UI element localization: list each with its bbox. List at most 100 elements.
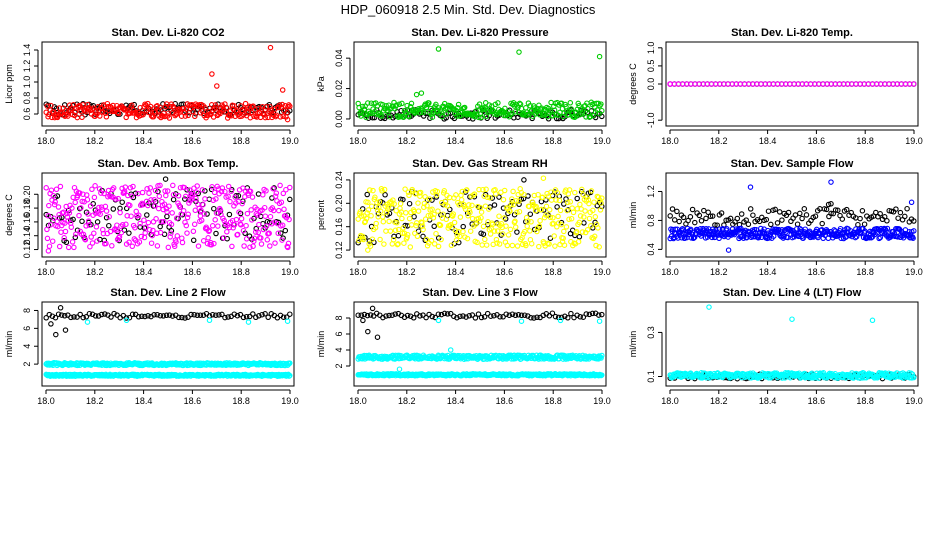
data-point: [442, 201, 448, 208]
x-tick-label: 19.0: [905, 396, 923, 406]
data-point: [117, 209, 123, 216]
data-point: [54, 218, 60, 225]
data-point: [379, 214, 386, 220]
data-point: [441, 188, 448, 194]
data-point: [667, 81, 673, 87]
data-point: [478, 314, 485, 321]
plot-frame: [353, 41, 607, 127]
y-tick-label: 0.0: [646, 78, 656, 91]
data-point: [453, 192, 459, 198]
data-point: [359, 233, 366, 240]
x-tick-label: 18.4: [135, 136, 153, 146]
data-point: [394, 220, 400, 226]
data-point: [214, 183, 220, 190]
data-point: [287, 360, 293, 366]
data-point: [491, 312, 497, 319]
data-point: [521, 312, 528, 318]
data-point: [521, 191, 527, 198]
data-point: [563, 187, 569, 193]
data-point: [192, 113, 198, 120]
data-point: [228, 112, 235, 119]
data-point: [84, 101, 91, 108]
data-point: [103, 214, 110, 221]
data-point: [166, 203, 172, 209]
data-point: [435, 317, 442, 324]
data-point: [590, 207, 596, 214]
data-point: [177, 204, 183, 210]
data-point: [145, 202, 151, 209]
data-point: [364, 312, 371, 319]
data-point: [266, 230, 272, 237]
y-axis-label: ml/min: [628, 331, 638, 358]
data-point: [448, 222, 454, 228]
data-point: [569, 205, 575, 211]
data-point: [287, 103, 293, 110]
data-point: [515, 312, 522, 318]
data-point: [379, 188, 385, 194]
data-point: [413, 91, 420, 98]
y-tick-label: 0.24: [334, 171, 344, 189]
data-point: [193, 189, 200, 195]
data-point: [151, 312, 157, 318]
data-point: [768, 221, 774, 228]
data-point: [85, 211, 91, 217]
data-point: [417, 189, 424, 196]
data-point: [217, 110, 223, 117]
data-point: [593, 242, 599, 249]
data-point: [236, 209, 242, 215]
data-point: [385, 206, 391, 212]
data-point: [400, 196, 406, 203]
data-point: [435, 46, 442, 52]
data-point: [444, 311, 451, 317]
data-point: [208, 186, 215, 193]
data-point: [399, 230, 406, 237]
data-point: [231, 103, 238, 109]
data-point: [514, 243, 521, 249]
data-point: [279, 237, 285, 243]
data-point: [475, 215, 482, 222]
series-yellow: [355, 175, 605, 253]
data-point: [785, 209, 792, 216]
data-point: [543, 197, 549, 203]
data-point: [164, 188, 171, 194]
data-point: [47, 221, 54, 228]
data-point: [579, 186, 585, 193]
data-point: [696, 212, 703, 219]
data-point: [262, 213, 269, 219]
x-tick-label: 18.4: [447, 396, 465, 406]
data-point: [145, 100, 151, 107]
y-tick-label: 1.0: [22, 76, 32, 89]
data-point: [734, 215, 741, 222]
x-tick-label: 18.0: [349, 136, 367, 146]
data-point: [129, 243, 136, 250]
data-point: [287, 372, 293, 379]
data-point: [586, 215, 593, 222]
data-point: [527, 228, 533, 234]
data-point: [373, 220, 379, 227]
data-point: [211, 205, 217, 212]
data-point: [129, 110, 136, 116]
data-point: [509, 196, 515, 202]
data-point: [596, 110, 602, 117]
data-point: [533, 203, 539, 210]
data-point: [823, 206, 830, 213]
data-point: [447, 347, 454, 353]
data-point: [386, 218, 392, 225]
data-point: [202, 104, 208, 111]
data-point: [61, 235, 67, 241]
data-point: [415, 208, 422, 214]
y-tick-label: 0.4: [646, 243, 656, 256]
data-point: [263, 104, 270, 110]
data-point: [374, 334, 381, 340]
data-point: [431, 241, 438, 247]
data-point: [596, 244, 602, 250]
data-point: [528, 219, 534, 225]
data-point: [576, 234, 583, 240]
data-point: [714, 222, 720, 228]
data-point: [249, 194, 256, 200]
data-point: [98, 190, 104, 196]
data-point: [231, 222, 238, 228]
data-point: [454, 314, 460, 321]
